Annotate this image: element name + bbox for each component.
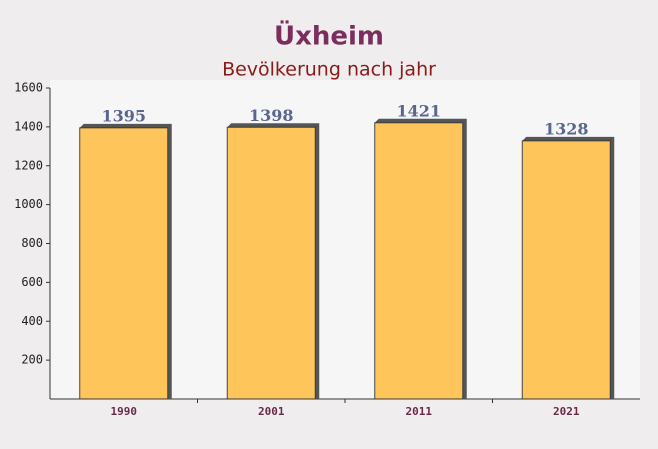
y-tick-label: 1200 (14, 158, 43, 172)
x-tick-label: 2011 (406, 405, 433, 418)
bar (79, 127, 169, 400)
x-tick-label: 2021 (553, 405, 580, 418)
value-label: 1421 (396, 101, 441, 120)
y-tick-label: 600 (21, 275, 43, 289)
y-tick-label: 1600 (14, 81, 43, 95)
chart-title: Üxheim (274, 19, 384, 52)
value-label: 1395 (101, 106, 146, 125)
bar (521, 140, 611, 400)
y-tick-label: 1400 (14, 119, 43, 133)
chart-subtitle: Bevölkerung nach jahr (222, 59, 436, 81)
value-label: 1328 (544, 119, 589, 138)
value-label: 1398 (249, 106, 294, 125)
bar (226, 126, 316, 400)
y-tick-label: 200 (21, 353, 43, 367)
x-tick-label: 2001 (258, 405, 285, 418)
y-tick-label: 800 (21, 236, 43, 250)
x-tick-label: 1990 (111, 405, 138, 418)
bar (374, 122, 464, 400)
y-tick-label: 400 (21, 314, 43, 328)
y-tick-label: 1000 (14, 197, 43, 211)
